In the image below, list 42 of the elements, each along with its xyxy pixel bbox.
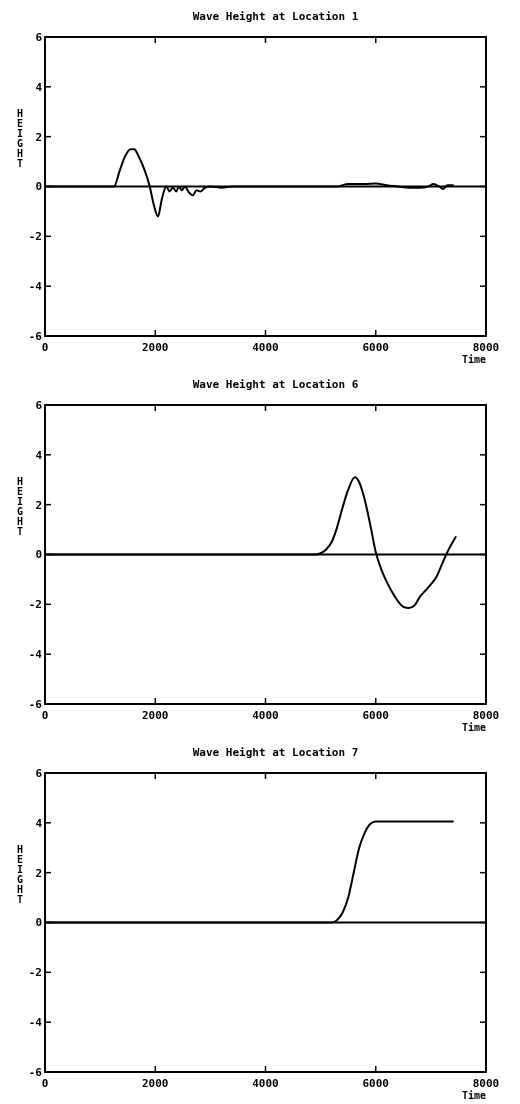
y-tick-label: 4	[35, 80, 43, 94]
x-tick-label: 2000	[142, 709, 169, 722]
y-tick-label: 0	[35, 916, 42, 930]
x-axis-title: Time	[462, 354, 487, 365]
x-axis-title: Time	[462, 722, 487, 733]
x-tick-label: 4000	[252, 709, 279, 722]
y-axis-title: HEIGHT	[16, 843, 24, 905]
y-tick-label: -4	[28, 280, 43, 294]
y-tick-label: 2	[35, 866, 42, 880]
x-tick-label: 6000	[362, 709, 389, 722]
y-tick-label: -4	[28, 648, 43, 662]
x-tick-label: 8000	[472, 341, 500, 354]
y-tick-label: -6	[28, 697, 43, 711]
x-tick-label: 4000	[252, 1077, 279, 1090]
y-tick-label: 6	[35, 398, 43, 412]
y-axis-title: HEIGHT	[16, 475, 24, 537]
x-axis-title: Time	[462, 1090, 487, 1101]
x-tick-label: 2000	[142, 1077, 169, 1090]
y-tick-label: -6	[28, 1065, 43, 1079]
y-tick-label: 4	[35, 448, 43, 462]
y-tick-label: 2	[35, 498, 42, 512]
x-tick-label: 2000	[142, 341, 169, 354]
x-tick-label: 8000	[472, 1077, 500, 1090]
y-tick-label: 0	[35, 180, 42, 194]
y-tick-label: 6	[35, 766, 43, 780]
chart-title: Wave Height at Location 7	[192, 746, 359, 759]
y-tick-label: -4	[28, 1016, 43, 1030]
y-tick-label: -2	[28, 598, 42, 612]
x-tick-label: 6000	[362, 1077, 389, 1090]
x-tick-label: 4000	[252, 341, 279, 354]
y-axis-title: HEIGHT	[16, 107, 24, 169]
chart-title: Wave Height at Location 1	[192, 10, 359, 23]
y-tick-label: -2	[28, 966, 42, 980]
y-tick-label: 2	[35, 130, 42, 144]
y-tick-label: 4	[35, 816, 43, 830]
y-tick-label: -6	[28, 329, 43, 343]
y-tick-label: 0	[35, 548, 42, 562]
chart-title: Wave Height at Location 6	[192, 378, 359, 391]
y-tick-label: -2	[28, 230, 42, 244]
y-tick-label: 6	[35, 30, 43, 44]
x-tick-label: 8000	[472, 709, 500, 722]
x-tick-label: 6000	[362, 341, 389, 354]
